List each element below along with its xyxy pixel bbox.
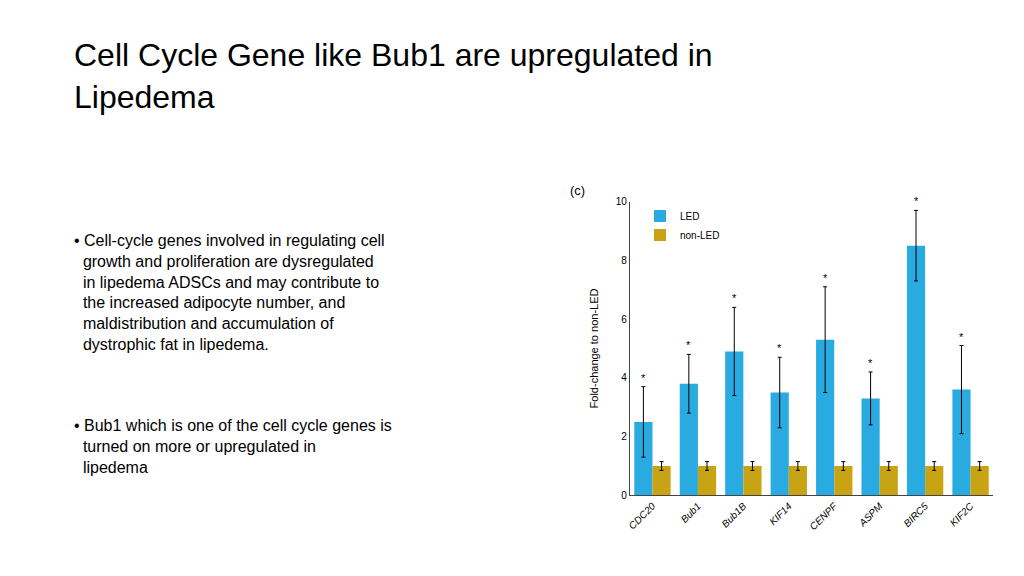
svg-text:4: 4 bbox=[621, 372, 627, 383]
svg-text:*: * bbox=[959, 331, 964, 343]
svg-text:ASPM: ASPM bbox=[856, 500, 885, 529]
svg-text:*: * bbox=[777, 342, 782, 354]
svg-text:CDC20: CDC20 bbox=[626, 500, 657, 531]
svg-text:KIF14: KIF14 bbox=[767, 500, 794, 527]
svg-text:• Bub1 which is one of the cel: • Bub1 which is one of the cell cycle ge… bbox=[74, 417, 392, 476]
svg-text:non-LED: non-LED bbox=[680, 230, 719, 241]
svg-text:*: * bbox=[641, 372, 646, 384]
svg-text:*: * bbox=[823, 272, 828, 284]
svg-text:0: 0 bbox=[621, 490, 627, 501]
svg-text:*: * bbox=[732, 292, 737, 304]
svg-text:*: * bbox=[914, 195, 919, 207]
svg-text:2: 2 bbox=[621, 431, 627, 442]
svg-text:6: 6 bbox=[621, 314, 627, 325]
svg-text:KIF2C: KIF2C bbox=[948, 500, 976, 528]
svg-text:BIRC5: BIRC5 bbox=[901, 500, 930, 529]
svg-text:Bub1: Bub1 bbox=[679, 501, 703, 525]
svg-text:*: * bbox=[686, 339, 691, 351]
svg-text:*: * bbox=[868, 357, 873, 369]
svg-text:• Cell-cycle genes involved in: • Cell-cycle genes involved in regulatin… bbox=[74, 232, 385, 353]
svg-text:10: 10 bbox=[616, 196, 628, 207]
svg-text:LED: LED bbox=[680, 211, 699, 222]
svg-text:Fold-change to non-LED: Fold-change to non-LED bbox=[588, 289, 600, 409]
svg-text:8: 8 bbox=[621, 255, 627, 266]
svg-text:(c): (c) bbox=[570, 183, 585, 198]
svg-text:CENPF: CENPF bbox=[807, 500, 839, 532]
svg-text:Bub1B: Bub1B bbox=[719, 500, 748, 529]
svg-text:Cell Cycle Gene like Bub1 are: Cell Cycle Gene like Bub1 are upregulate… bbox=[74, 37, 713, 115]
